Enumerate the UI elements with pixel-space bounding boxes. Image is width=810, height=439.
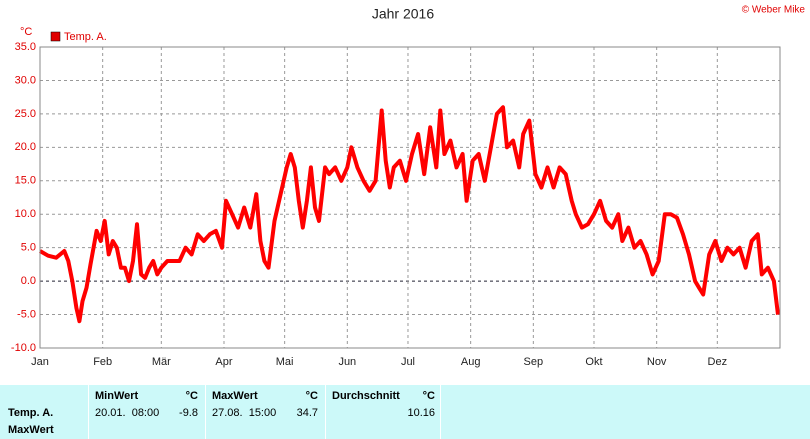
x-tick-label: Mai bbox=[276, 356, 294, 368]
chart-title: Jahr 2016 bbox=[372, 6, 434, 22]
column-unit: °C bbox=[185, 390, 198, 402]
column-header: MinWert bbox=[95, 390, 139, 402]
divider bbox=[88, 385, 89, 439]
time: 27.08. 15:00 bbox=[212, 407, 277, 419]
line bbox=[38, 105, 780, 324]
y-tick-label: 15.0 bbox=[15, 175, 36, 187]
value: 34.7 bbox=[296, 407, 318, 419]
y-tick-label: -5.0 bbox=[17, 308, 36, 320]
y-tick-label: 25.0 bbox=[15, 108, 36, 120]
x-tick-label: Feb bbox=[93, 356, 112, 368]
y-tick-label: 5.0 bbox=[21, 242, 36, 254]
row-label: MaxWert bbox=[8, 424, 54, 436]
y-tick-label: 30.0 bbox=[15, 74, 36, 86]
plot-frame bbox=[39, 46, 781, 349]
x-tick-label: Nov bbox=[647, 356, 667, 368]
column-header: MaxWert bbox=[212, 390, 258, 402]
divider bbox=[205, 385, 206, 439]
x-tick-label: Jun bbox=[338, 356, 356, 368]
x-tick-label: Aug bbox=[461, 356, 481, 368]
x-tick-label: Jul bbox=[401, 356, 415, 368]
x-tick-label: Apr bbox=[215, 356, 232, 368]
y-tick-label: 10.0 bbox=[15, 208, 36, 220]
x-tick-label: Sep bbox=[524, 356, 544, 368]
column-header: Durchschnitt bbox=[332, 390, 400, 402]
x-tick-label: Mär bbox=[152, 356, 171, 368]
divider bbox=[325, 385, 326, 439]
divider bbox=[440, 385, 441, 439]
stats-panel: Temp. A. MaxWert MinWert °C 20.01. 08:00… bbox=[0, 385, 810, 439]
row-label: Temp. A. bbox=[8, 407, 54, 419]
y-tick-label: 0.0 bbox=[21, 275, 36, 287]
y-unit: °C bbox=[20, 26, 32, 38]
column-unit: °C bbox=[305, 390, 318, 402]
y-tick-label: 20.0 bbox=[15, 141, 36, 153]
y-tick-label: -10.0 bbox=[11, 342, 36, 354]
credit: © Weber Mike bbox=[742, 5, 806, 16]
value: -9.8 bbox=[179, 407, 198, 419]
x-tick-label: Okt bbox=[585, 356, 602, 368]
x-tick-label: Dez bbox=[708, 356, 728, 368]
chart: Jahr 2016 © Weber Mike °C Temp. A. -10.0… bbox=[11, 5, 806, 368]
x-tick-label: Jan bbox=[31, 356, 49, 368]
column-unit: °C bbox=[422, 390, 435, 402]
legend-swatch bbox=[50, 31, 61, 42]
time: 20.01. 08:00 bbox=[95, 407, 160, 419]
value: 10.16 bbox=[407, 407, 435, 419]
y-tick-label: 35.0 bbox=[15, 41, 36, 53]
legend-label: Temp. A. bbox=[64, 31, 107, 43]
